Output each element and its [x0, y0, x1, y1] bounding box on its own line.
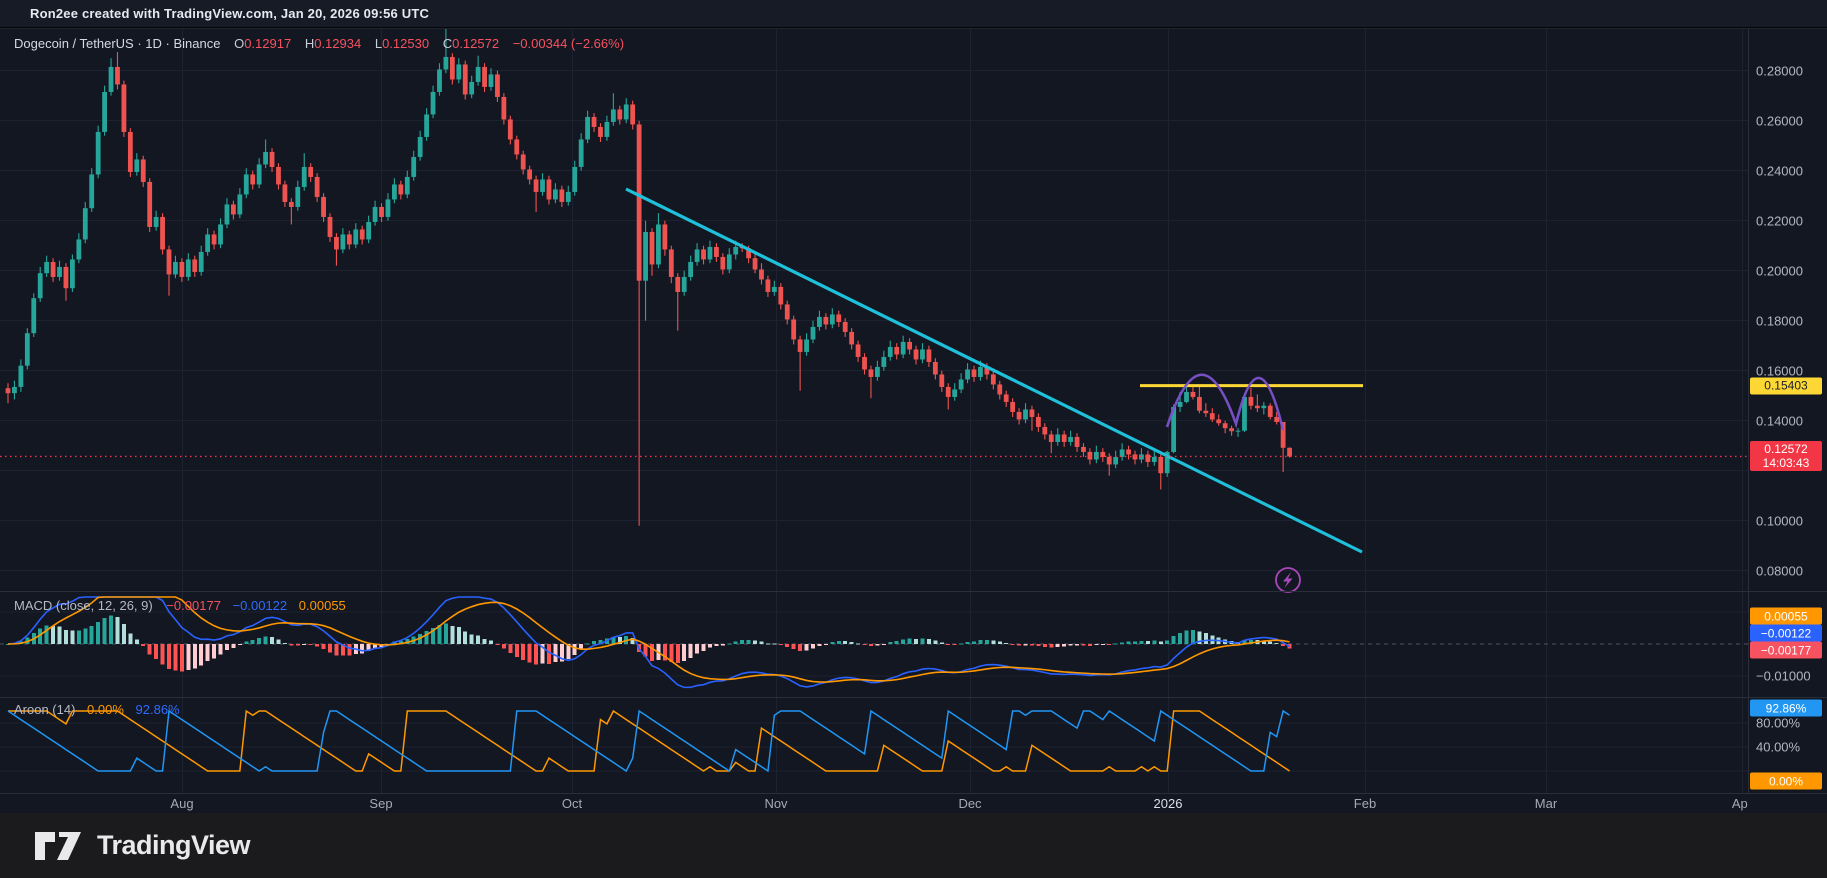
aroon-title[interactable]: Aroon (14): [14, 702, 76, 717]
aroon-axis-badge: 92.86%: [1750, 699, 1822, 717]
axis-price-label: 0.18000: [1756, 313, 1803, 329]
low-value: 0.12530: [382, 36, 430, 51]
axis-price-label: 40.00%: [1756, 739, 1801, 755]
macd-axis-badge: −0.00122: [1750, 624, 1822, 642]
change-value: −0.00344 (−2.66%): [512, 36, 625, 51]
symbol-name[interactable]: Dogecoin / TetherUS: [14, 36, 134, 51]
bar-countdown: 14:03:43: [1762, 456, 1810, 471]
axis-price-label: 0.26000: [1756, 113, 1803, 129]
axis-price-label: 0.16000: [1756, 363, 1803, 379]
open-value: 0.12917: [244, 36, 292, 51]
time-axis-label: Feb: [1353, 796, 1377, 811]
macd-line-value: −0.00122: [232, 598, 288, 613]
axis-price-label: 0.24000: [1756, 163, 1803, 179]
close-value: 0.12572: [452, 36, 500, 51]
macd-axis-badge: 0.00055: [1750, 607, 1822, 625]
axis-price-label: 0.10000: [1756, 513, 1803, 529]
high-value: 0.12934: [314, 36, 362, 51]
time-axis-label: Oct: [561, 796, 583, 811]
axis-price-label: 0.14000: [1756, 413, 1803, 429]
aroon-down-value: 92.86%: [135, 702, 180, 717]
axis-price-label: 80.00%: [1756, 715, 1801, 731]
axis-price-label: 0.08000: [1756, 563, 1803, 579]
legend-separator-1: ·: [133, 36, 146, 51]
time-axis-label: Apr: [1731, 796, 1748, 811]
close-label: C: [442, 36, 453, 51]
last-price-value: 0.12572: [1764, 442, 1808, 457]
resistance-price-badge: 0.15403: [1750, 377, 1822, 395]
macd-axis-badge: −0.00177: [1750, 641, 1822, 659]
symbol-legend: Dogecoin / TetherUS · 1D · Binance O0.12…: [14, 36, 624, 51]
interval-label[interactable]: 1D: [145, 36, 162, 51]
axis-price-label: 0.22000: [1756, 213, 1803, 229]
time-axis-label: 2026: [1153, 796, 1183, 811]
aroon-up-value: 0.00%: [87, 702, 124, 717]
time-axis-label: Sep: [369, 796, 393, 811]
axis-price-label: 0.20000: [1756, 263, 1803, 279]
time-axis-label: Aug: [170, 796, 194, 811]
time-axis-label: Nov: [764, 796, 788, 811]
attribution-bar: Ron2ee created with TradingView.com, Jan…: [0, 0, 1827, 28]
macd-signal-value: 0.00055: [298, 598, 346, 613]
open-label: O: [234, 36, 245, 51]
footer-bar: TradingView: [0, 813, 1827, 878]
time-axis-label: Mar: [1534, 796, 1558, 811]
macd-hist-value: −0.00177: [166, 598, 221, 613]
low-label: L: [374, 36, 383, 51]
macd-legend: MACD (close, 12, 26, 9) −0.00177 −0.0012…: [14, 598, 346, 613]
exchange-label[interactable]: Binance: [173, 36, 221, 51]
last-price-badge: 0.12572 14:03:43: [1750, 441, 1822, 472]
attribution-text: Ron2ee created with TradingView.com, Jan…: [30, 6, 430, 21]
legend-separator-2: ·: [161, 36, 174, 51]
axis-price-label: −0.01000: [1756, 668, 1811, 684]
chart-area[interactable]: Dogecoin / TetherUS · 1D · Binance O0.12…: [0, 28, 1827, 813]
time-axis[interactable]: Aug Sep Oct Nov Dec 2026 Feb Mar Apr: [0, 793, 1748, 813]
tradingview-logo-icon[interactable]: [33, 829, 85, 863]
price-chart-canvas[interactable]: [0, 28, 1827, 813]
axis-price-label: 0.28000: [1756, 63, 1803, 79]
tradingview-brand[interactable]: TradingView: [97, 830, 251, 860]
aroon-legend: Aroon (14) 0.00% 92.86%: [14, 702, 180, 717]
aroon-axis-badge: 0.00%: [1750, 772, 1822, 790]
high-label: H: [304, 36, 315, 51]
macd-title[interactable]: MACD (close, 12, 26, 9): [14, 598, 153, 613]
time-axis-label: Dec: [958, 796, 982, 811]
